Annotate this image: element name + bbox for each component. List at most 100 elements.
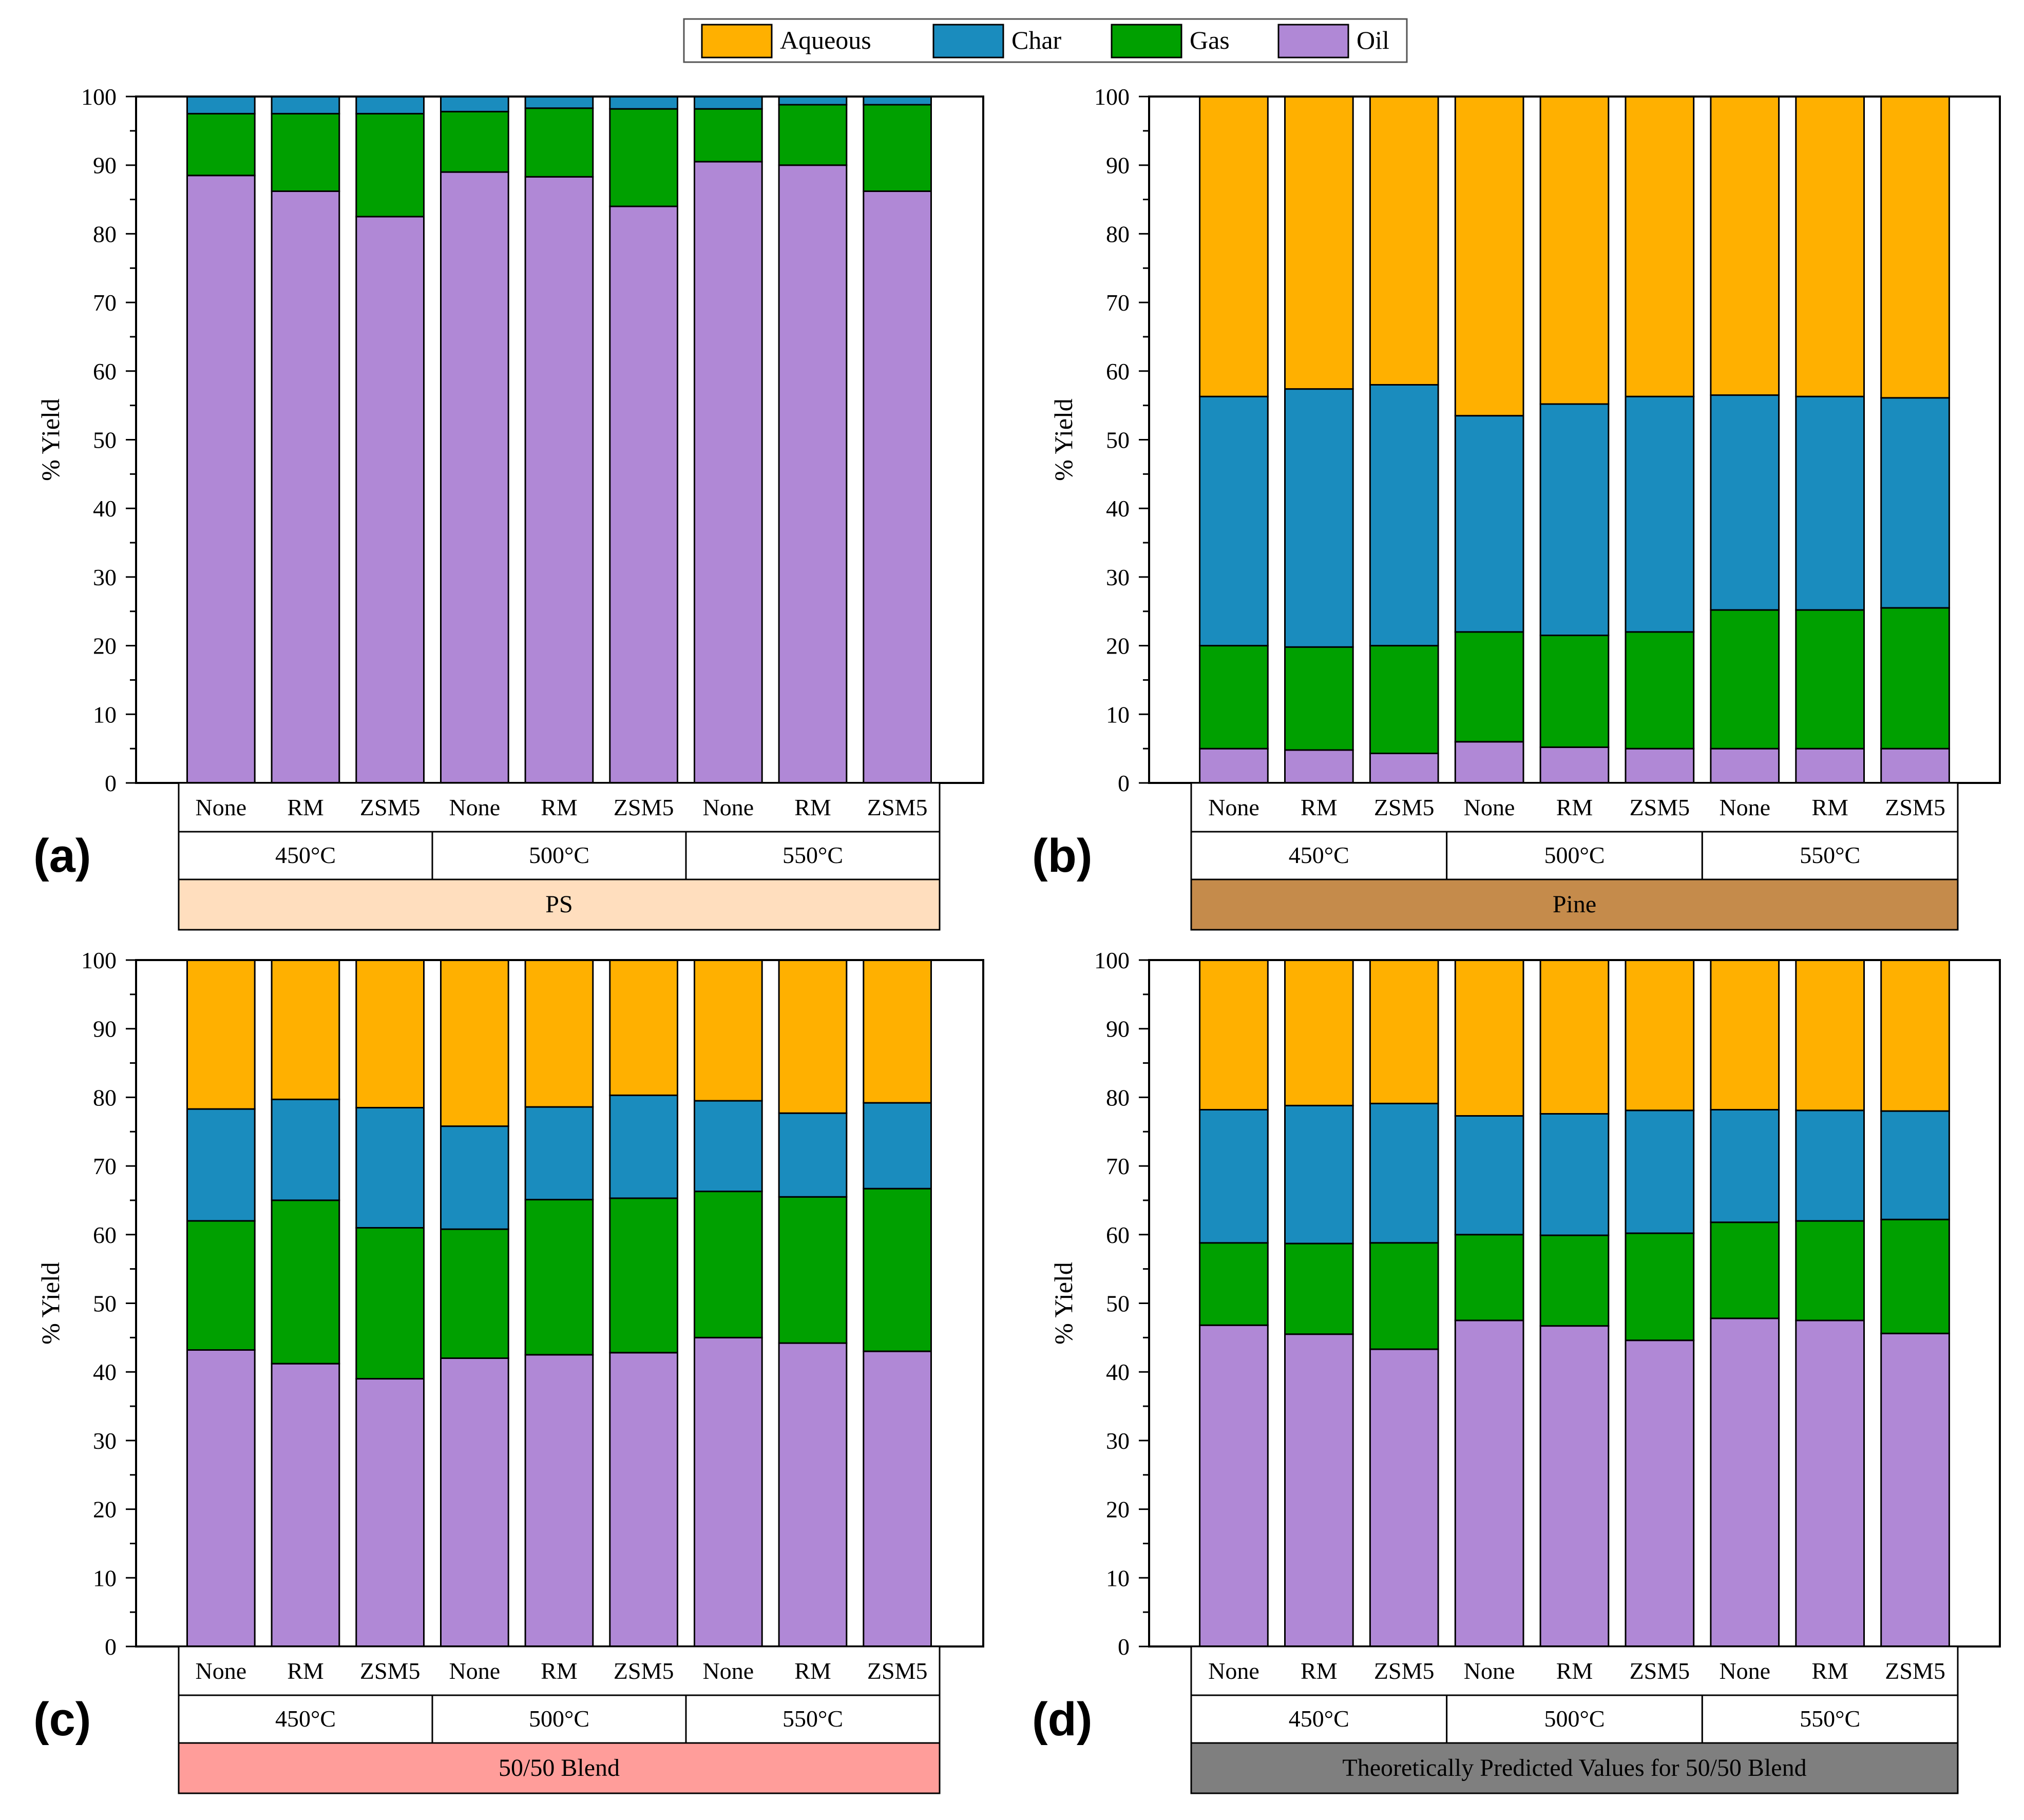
y-tick-label: 60 — [93, 1222, 117, 1248]
bar-segment-aqueous — [1625, 95, 1695, 397]
catalyst-label: None — [196, 1658, 247, 1684]
bar-segment-gas — [863, 104, 932, 192]
bar-segment-char — [778, 1112, 848, 1198]
bar-segment-gas — [1880, 1218, 1950, 1334]
y-tick-label: 0 — [1118, 1634, 1130, 1660]
bar-segment-aqueous — [186, 959, 256, 1110]
bar-segment-gas — [1625, 1232, 1695, 1342]
y-tick-label: 90 — [1106, 152, 1130, 179]
bar-segment-aqueous — [863, 959, 932, 1104]
bars — [186, 95, 932, 784]
catalyst-label: ZSM5 — [360, 794, 421, 820]
bar-segment-char — [609, 1094, 679, 1199]
bar-segment-gas — [778, 1196, 848, 1344]
bar-segment-aqueous — [271, 959, 340, 1100]
bar-segment-oil — [186, 175, 256, 784]
bar-segment-gas — [524, 1199, 594, 1356]
temperature-label: 500°C — [529, 842, 589, 868]
catalyst-label: None — [703, 1658, 754, 1684]
panel-label: (c) — [33, 1693, 91, 1746]
bar-segment-gas — [271, 1199, 340, 1365]
y-tick-label: 20 — [93, 633, 117, 659]
bar-segment-gas — [355, 1227, 425, 1380]
bar-segment-char — [1795, 395, 1865, 611]
bar-segment-oil — [609, 205, 679, 784]
y-tick-label: 90 — [93, 152, 117, 179]
bar-segment-char — [694, 1100, 763, 1193]
y-tick-label: 70 — [93, 290, 117, 316]
bar-segment-oil — [1880, 1332, 1950, 1647]
y-axis-label: % Yield — [1049, 1262, 1078, 1345]
bar-segment-char — [1625, 395, 1695, 633]
catalyst-label: RM — [287, 1658, 324, 1684]
bar-segment-gas — [694, 108, 763, 163]
temperature-label: 500°C — [1544, 842, 1605, 868]
y-tick-label: 10 — [1106, 1565, 1130, 1591]
y-tick-label: 0 — [105, 1634, 117, 1660]
catalyst-label: ZSM5 — [614, 1658, 674, 1684]
catalyst-label: None — [1208, 1658, 1259, 1684]
temperature-label: 550°C — [782, 1706, 843, 1732]
catalyst-label: None — [196, 794, 247, 820]
bars — [1199, 95, 1950, 784]
bar-segment-gas — [186, 112, 256, 177]
bar-segment-gas — [1454, 631, 1524, 743]
bar-segment-aqueous — [1539, 95, 1610, 405]
bar-segment-gas — [778, 104, 848, 166]
temperature-label: 500°C — [1544, 1706, 1605, 1732]
bar-segment-char — [1795, 1109, 1865, 1222]
catalyst-label: RM — [1556, 794, 1593, 820]
y-tick-label: 70 — [1106, 1153, 1130, 1179]
bar-segment-gas — [186, 1220, 256, 1351]
bar-segment-char — [524, 1106, 594, 1201]
y-tick-label: 30 — [93, 1428, 117, 1454]
y-tick-label: 80 — [1106, 221, 1130, 247]
bar-segment-oil — [440, 171, 509, 784]
feedstock-band — [178, 878, 941, 931]
bar-segment-char — [778, 95, 848, 106]
bar-segment-char — [1284, 388, 1354, 648]
bar-segment-aqueous — [1880, 95, 1950, 399]
feedstock-label: 50/50 Blend — [499, 1754, 620, 1781]
bar-segment-oil — [1454, 741, 1524, 784]
panel-label: (d) — [1032, 1693, 1092, 1746]
feedstock-label: PS — [545, 891, 572, 918]
catalyst-label: RM — [541, 1658, 578, 1684]
bar-segment-char — [524, 95, 594, 109]
y-axis: 0 10 20 30 40 50 60 70 80 90 100 — [1094, 947, 1149, 1660]
y-tick-label: 70 — [1106, 290, 1130, 316]
temperature-cell — [1190, 1694, 1448, 1744]
catalyst-label: ZSM5 — [1374, 1658, 1435, 1684]
bar-segment-aqueous — [609, 959, 679, 1096]
temperature-label: 450°C — [275, 1706, 336, 1732]
y-tick-label: 40 — [1106, 1359, 1130, 1385]
bar-segment-oil — [1454, 1319, 1524, 1647]
temperature-label: 550°C — [1800, 842, 1860, 868]
panel-label: (b) — [1032, 830, 1092, 882]
y-tick-label: 40 — [93, 1359, 117, 1385]
feedstock-label: Pine — [1553, 891, 1596, 918]
bar-segment-char — [863, 95, 932, 106]
y-tick-label: 0 — [105, 770, 117, 796]
feedstock-band — [1190, 1742, 1959, 1794]
bar-segment-oil — [1199, 748, 1269, 784]
bar-segment-aqueous — [440, 959, 509, 1127]
temperature-cell — [178, 831, 433, 880]
bar-segment-gas — [1199, 645, 1269, 750]
catalyst-label: ZSM5 — [867, 1658, 928, 1684]
catalyst-label: None — [1464, 794, 1515, 820]
legend-label-char: Char — [1011, 26, 1062, 54]
y-tick-label: 60 — [93, 358, 117, 385]
bar-segment-aqueous — [1795, 959, 1865, 1112]
bar-segment-oil — [694, 161, 763, 784]
bar-segment-gas — [1539, 635, 1610, 748]
bar-segment-oil — [778, 164, 848, 784]
bar-segment-gas — [1539, 1234, 1610, 1327]
bar-segment-aqueous — [1454, 959, 1524, 1117]
bar-segment-char — [1199, 395, 1269, 647]
bar-segment-oil — [1795, 1319, 1865, 1647]
bar-segment-aqueous — [1199, 95, 1269, 397]
catalyst-label: ZSM5 — [1885, 1658, 1945, 1684]
y-tick-label: 60 — [1106, 1222, 1130, 1248]
